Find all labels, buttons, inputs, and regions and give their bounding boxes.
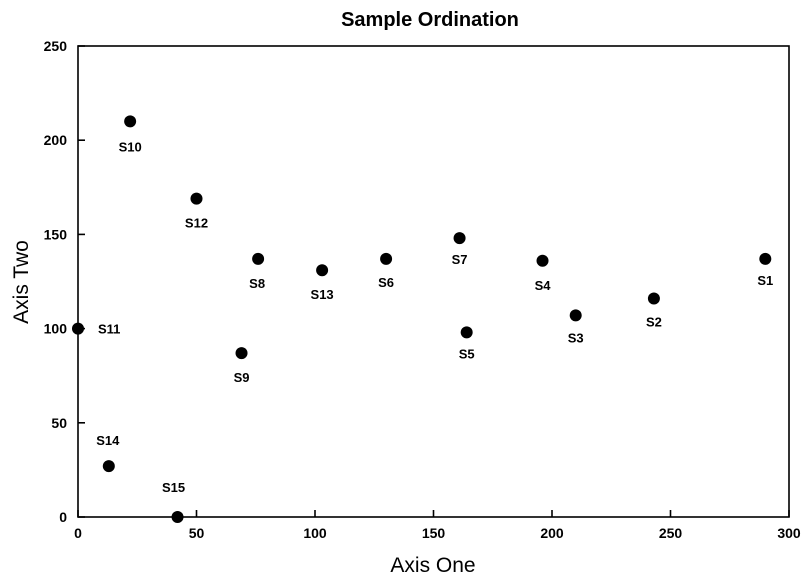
axis-ticks: 0 50 100 150 200 250 300 0 50 100 150 200 250 — [44, 38, 801, 541]
data-point — [102, 460, 115, 473]
point-label: S13 — [311, 287, 334, 302]
data-point — [316, 264, 329, 277]
point-label: S1 — [757, 273, 773, 288]
point-label: S6 — [378, 275, 394, 290]
y-tick-label: 100 — [44, 321, 68, 337]
x-tick-label: 50 — [189, 525, 205, 541]
point-label: S9 — [234, 370, 250, 385]
point-label: S10 — [119, 139, 142, 154]
x-tick-label: 300 — [777, 525, 801, 541]
x-axis-label: Axis One — [390, 554, 475, 577]
plot-frame — [77, 45, 790, 518]
data-point — [72, 322, 84, 335]
data-point — [124, 115, 137, 128]
data-point — [536, 254, 549, 267]
data-point — [235, 347, 248, 360]
x-tick-label: 200 — [540, 525, 564, 541]
data-point — [190, 192, 203, 205]
y-tick-label: 150 — [44, 226, 68, 242]
data-point — [647, 292, 660, 305]
data-point — [380, 252, 393, 265]
data-point — [460, 326, 473, 339]
data-point — [569, 309, 582, 322]
point-label: S12 — [185, 216, 208, 231]
x-tick-label: 100 — [303, 525, 327, 541]
x-tick-label: 150 — [422, 525, 446, 541]
point-label: S3 — [568, 330, 584, 345]
point-label: S11 — [98, 322, 120, 337]
point-label: S14 — [96, 433, 120, 448]
data-point — [252, 252, 265, 265]
data-point — [171, 511, 184, 523]
y-tick-label: 0 — [59, 509, 67, 525]
point-label: S4 — [535, 278, 552, 293]
point-label: S8 — [249, 276, 265, 291]
y-tick-label: 250 — [44, 38, 68, 54]
point-label: S7 — [452, 252, 468, 267]
x-tick-label: 250 — [659, 525, 683, 541]
y-tick-label: 200 — [44, 132, 68, 148]
x-tick-label: 0 — [74, 525, 82, 541]
point-label: S2 — [646, 314, 662, 329]
data-point — [759, 252, 772, 265]
y-tick-label: 50 — [51, 415, 67, 431]
data-points: S1 S2 S3 S4 S5 S6 S7 S8 S9 S10 S11 S12 S13 S14 S15 — [72, 115, 773, 523]
y-axis-label: Axis Two — [10, 240, 33, 324]
chart-title: Sample Ordination — [341, 9, 519, 31]
point-label: S5 — [459, 346, 475, 361]
data-point — [453, 232, 466, 245]
point-label: S15 — [162, 480, 185, 495]
